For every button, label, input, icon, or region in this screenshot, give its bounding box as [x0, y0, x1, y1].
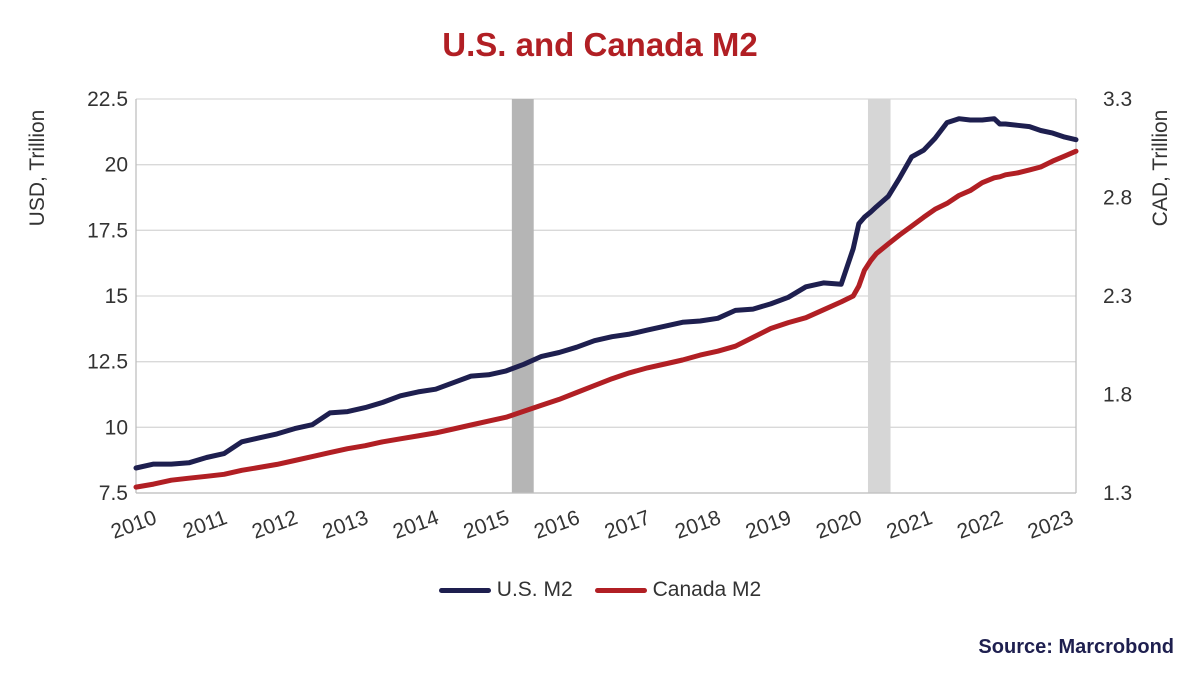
- x-tick-label: 2012: [249, 506, 301, 544]
- y-left-tick-label: 20: [105, 154, 128, 177]
- shaded-period: [511, 99, 534, 493]
- x-tick-label: 2022: [954, 506, 1006, 544]
- legend-label-us: U.S. M2: [496, 578, 573, 601]
- legend-swatch-canada: [594, 587, 647, 593]
- chart-title: U.S. and Canada M2: [442, 26, 758, 63]
- y-right-tick-label: 1.3: [1103, 482, 1132, 505]
- y-left-tick-label: 7.5: [99, 482, 128, 505]
- y-axis-left-label: USD, Trillion: [26, 110, 49, 227]
- x-tick-label: 2015: [461, 506, 513, 544]
- y-right-tick-label: 1.8: [1103, 384, 1132, 407]
- x-tick-label: 2023: [1025, 506, 1077, 544]
- y-axis-right-label: CAD, Trillion: [1149, 110, 1172, 227]
- y-left-tick-label: 17.5: [87, 219, 128, 242]
- x-tick-label: 2010: [108, 506, 160, 544]
- x-tick-label: 2019: [743, 506, 795, 544]
- y-right-tick-label: 3.3: [1103, 88, 1132, 111]
- y-right-tick-label: 2.3: [1103, 285, 1132, 308]
- y-left-tick-label: 22.5: [87, 88, 128, 111]
- series-line-canada-m2: [133, 148, 1079, 490]
- legend-item-canada: Canada M2: [594, 578, 762, 602]
- x-tick-label: 2016: [531, 506, 583, 544]
- y-right-tick-label: 2.8: [1103, 187, 1132, 210]
- shaded-period: [867, 99, 891, 493]
- legend-swatch-us: [438, 587, 491, 593]
- tick-labels: 7.5 10 12.5 15 17.5 20 22.5 1.3 1.8 2.3 2.8 3.3 2010…: [87, 88, 1132, 544]
- y-left-tick-label: 15: [105, 285, 128, 308]
- x-tick-label: 2013: [319, 506, 371, 544]
- legend-item-us: U.S. M2: [438, 578, 573, 602]
- source-note: Source: Marcrobond: [978, 636, 1174, 658]
- series-line-us-m2: [133, 116, 1079, 471]
- x-tick-label: 2011: [180, 506, 230, 543]
- x-tick-label: 2020: [813, 506, 865, 544]
- axes: [135, 99, 1077, 494]
- x-tick-label: 2017: [602, 506, 654, 544]
- x-tick-label: 2014: [390, 506, 442, 544]
- legend: U.S. M2 Canada M2: [0, 578, 1200, 602]
- x-tick-label: 2021: [884, 506, 936, 544]
- legend-label-canada: Canada M2: [652, 578, 762, 601]
- x-tick-label: 2018: [672, 506, 724, 544]
- y-left-tick-label: 12.5: [87, 351, 128, 374]
- series-lines: [133, 116, 1079, 490]
- y-left-tick-label: 10: [105, 416, 128, 439]
